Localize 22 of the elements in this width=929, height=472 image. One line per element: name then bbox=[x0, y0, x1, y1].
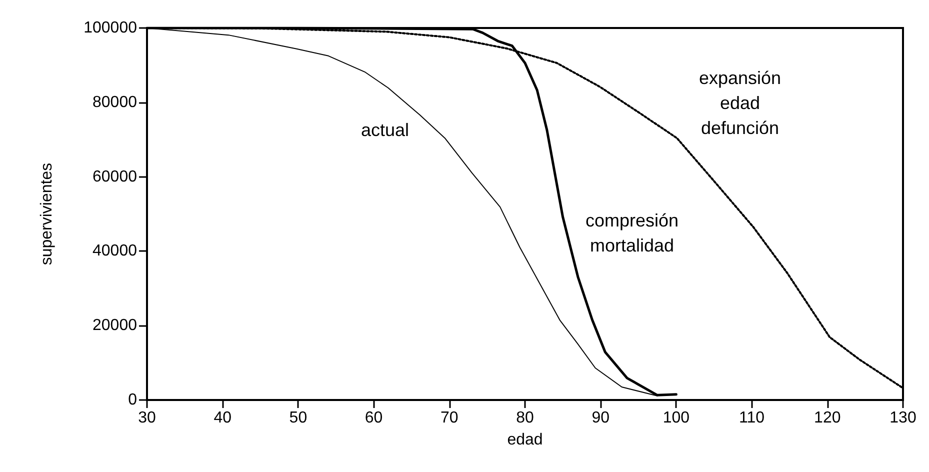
y-tick-label: 80000 bbox=[92, 94, 138, 111]
series-label: actual bbox=[360, 120, 410, 140]
x-tick-label: 70 bbox=[440, 410, 458, 426]
x-tick-label: 110 bbox=[739, 410, 765, 426]
y-tick-label: 20000 bbox=[92, 317, 138, 334]
y-tick-label: 60000 bbox=[92, 168, 138, 186]
x-tick-label: 130 bbox=[890, 410, 916, 426]
y-axis-title: supervivientes bbox=[38, 162, 56, 266]
y-tick-label: 100000 bbox=[84, 20, 138, 36]
y-tick-label: 40000 bbox=[92, 242, 138, 260]
x-tick-label: 60 bbox=[364, 410, 383, 426]
x-tick-label: 40 bbox=[214, 410, 232, 426]
x-tick-label: 50 bbox=[289, 410, 308, 426]
x-tick-label: 120 bbox=[814, 410, 841, 426]
x-tick-label: 30 bbox=[138, 410, 156, 426]
x-tick-label: 100 bbox=[662, 410, 690, 426]
x-tick-label: 80 bbox=[516, 410, 534, 426]
y-tick-label: 0 bbox=[128, 392, 138, 408]
x-tick-label: 90 bbox=[592, 410, 610, 426]
series-label: expansión edad defunción bbox=[698, 68, 782, 138]
x-axis-title: edad bbox=[507, 432, 543, 448]
series-label: compresión mortalidad bbox=[585, 210, 679, 256]
